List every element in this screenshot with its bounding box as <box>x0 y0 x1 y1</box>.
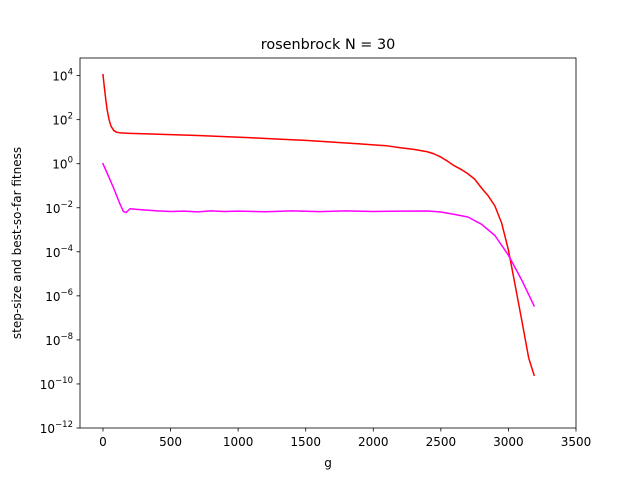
y-tick-label: 102 <box>52 112 73 128</box>
y-tick-label: 10−10 <box>40 376 73 392</box>
plot-area <box>80 58 576 428</box>
x-tick-label: 3000 <box>493 435 524 449</box>
y-tick-label: 10−12 <box>40 420 73 436</box>
x-tick-label: 3500 <box>561 435 592 449</box>
y-tick-label: 10−8 <box>45 332 73 348</box>
y-tick-label: 10−4 <box>45 244 73 260</box>
series-layer <box>101 73 536 377</box>
x-tick-label: 500 <box>159 435 182 449</box>
x-axis-ticks: 0 500 1000 1500 2000 2500 3000 3500 <box>99 428 591 449</box>
x-tick-label: 2500 <box>426 435 457 449</box>
y-axis-label: step-size and best-so-far fitness <box>10 147 24 339</box>
series-line-2 <box>101 162 536 307</box>
x-tick-label: 1500 <box>290 435 321 449</box>
y-tick-label: 104 <box>52 68 73 84</box>
y-axis-ticks: 10−12 10−10 10−8 10−6 10−4 10−2 100 102 104 <box>40 68 80 436</box>
x-tick-label: 2000 <box>358 435 389 449</box>
y-tick-label: 100 <box>52 156 73 172</box>
y-tick-label: 10−6 <box>45 288 73 304</box>
axes-frame <box>79 57 577 429</box>
y-tick-label: 10−2 <box>45 200 73 216</box>
x-axis-label: g <box>324 456 332 470</box>
x-tick-label: 0 <box>99 435 107 449</box>
x-tick-label: 1000 <box>223 435 254 449</box>
series-line-1 <box>102 73 536 377</box>
chart-title: rosenbrock N = 30 <box>261 37 396 53</box>
